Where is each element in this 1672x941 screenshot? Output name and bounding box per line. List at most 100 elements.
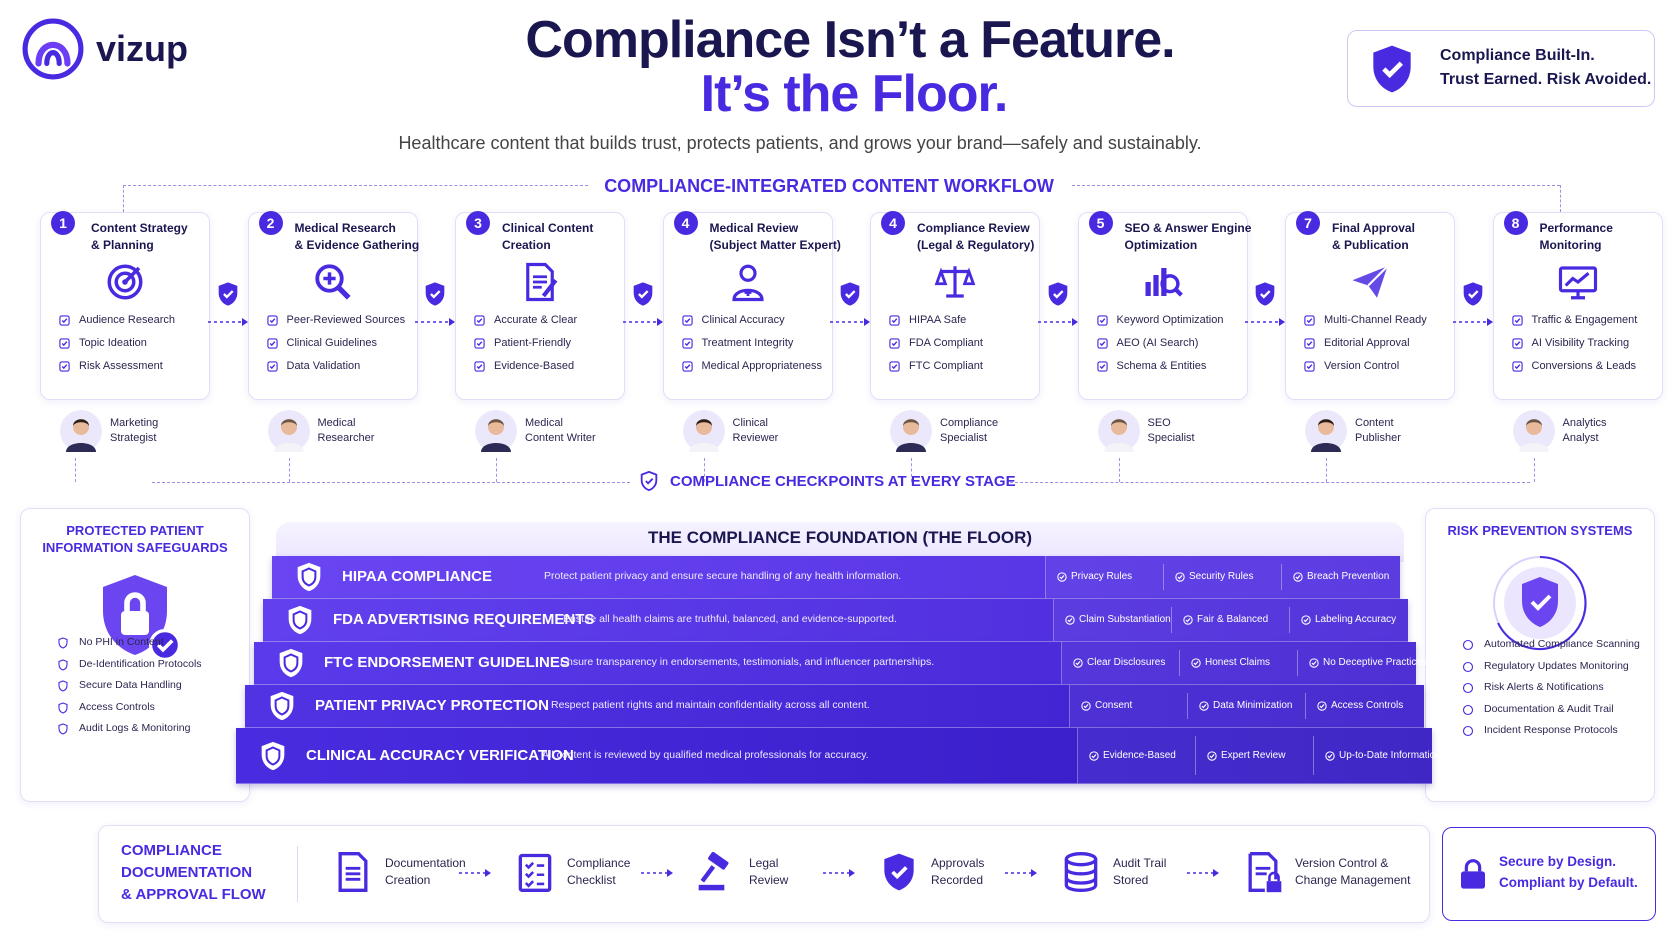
- arrow: [1245, 318, 1286, 326]
- step-icon: [934, 266, 976, 298]
- icon-part: [481, 443, 511, 452]
- role-name: Analytics: [1562, 417, 1607, 429]
- icon-part: [1319, 703, 1325, 709]
- item-icon: [1462, 639, 1474, 651]
- icon-part: [1099, 318, 1105, 324]
- arrow: [641, 869, 673, 877]
- step-title: Clinical Content: [502, 221, 594, 235]
- risk-item: Incident Response Protocols: [1484, 724, 1618, 736]
- icon-part: [1255, 866, 1271, 876]
- step-title: Creation: [502, 238, 551, 252]
- icon-part: [485, 869, 491, 877]
- icon-part: [1201, 703, 1207, 709]
- row-name: FDA ADVERTISING REQUIREMENTS: [333, 611, 595, 628]
- check-circle: [1081, 701, 1091, 711]
- icon-part: [59, 338, 70, 349]
- icon-part: [66, 443, 96, 452]
- check-circle: [1089, 750, 1099, 761]
- icon-part: [1462, 639, 1474, 651]
- icon-part: [1511, 338, 1523, 349]
- icon-part: [73, 419, 89, 426]
- step-number: 1: [51, 211, 75, 235]
- dotted-line: [1072, 185, 1560, 186]
- check-icon: [59, 315, 70, 326]
- role-name: Reviewer: [732, 432, 779, 444]
- icon-part: [1301, 615, 1311, 625]
- icon-part: [637, 290, 649, 299]
- icon-part: [1071, 318, 1078, 326]
- icon-part: [35, 41, 71, 67]
- row-check: Labeling Accuracy: [1315, 614, 1397, 625]
- icon-part: [335, 285, 351, 300]
- divider: [1179, 650, 1180, 676]
- item-icon: [58, 701, 68, 714]
- flow-step: Checklist: [567, 873, 616, 887]
- check-icon: [1096, 338, 1108, 349]
- step-item: Patient-Friendly: [494, 337, 572, 349]
- arrow: [1005, 869, 1037, 877]
- icon-part: [1048, 282, 1068, 306]
- row-shield: [270, 691, 294, 721]
- icon-part: [889, 361, 900, 372]
- check-circle: [1199, 701, 1209, 711]
- check-icon: [889, 315, 900, 326]
- icon-part: [1295, 574, 1301, 580]
- step-title: Performance: [1539, 221, 1613, 235]
- item-icon: [1462, 704, 1474, 715]
- badge-line: Trust Earned. Risk Avoided.: [1440, 71, 1652, 88]
- role-name: Content Writer: [525, 432, 596, 444]
- avatar: [1512, 410, 1555, 452]
- icon-part: [1311, 443, 1341, 452]
- avatar: [1097, 410, 1140, 452]
- icon-part: [1511, 315, 1523, 326]
- icon-part: [58, 723, 68, 735]
- icon-part: [1293, 572, 1303, 582]
- icon-part: [1463, 282, 1483, 306]
- workflow-card: 8 Performance Monitoring Traffic & Engageme…: [1492, 211, 1663, 400]
- icon-part: [884, 853, 914, 891]
- icon-part: [107, 264, 143, 300]
- flow-step: Documentation: [385, 856, 466, 870]
- dotted-line: [123, 185, 588, 186]
- icon-part: [1059, 574, 1065, 580]
- item-icon: [1462, 661, 1474, 672]
- icon-part: [476, 364, 483, 370]
- safeguard-item: Access Controls: [79, 700, 155, 713]
- badge-line: Compliance Built-In.: [1440, 47, 1595, 64]
- check-icon: [474, 315, 485, 326]
- icon-part: [73, 419, 89, 435]
- row-description: All content is reviewed by qualified med…: [542, 748, 869, 761]
- icon-part: [896, 443, 926, 452]
- role-name: Researcher: [317, 432, 375, 444]
- step-item: Clinical Guidelines: [286, 337, 378, 349]
- icon-part: [845, 290, 856, 299]
- row-shield: [288, 605, 312, 635]
- icon-part: [474, 338, 485, 349]
- closing-line: Compliant by Default.: [1499, 875, 1638, 890]
- icon-part: [297, 562, 321, 592]
- dotted-line: [911, 458, 912, 482]
- check-icon: [59, 361, 70, 372]
- icon-part: [241, 318, 248, 326]
- icon-part: [1525, 419, 1542, 426]
- icon-part: [891, 364, 898, 370]
- icon-part: [1514, 341, 1520, 347]
- check-icon: [1304, 361, 1315, 372]
- risk-item: Risk Alerts & Notifications: [1484, 681, 1604, 693]
- arrow: [415, 318, 456, 326]
- icon-part: [61, 318, 68, 324]
- icon-part: [1159, 274, 1180, 294]
- brand: vizup: [96, 28, 189, 69]
- badge: Compliance Built-In. Trust Earned. Risk A…: [1347, 30, 1655, 107]
- check-icon: [1096, 361, 1108, 372]
- step-number: 7: [1296, 211, 1320, 235]
- icon-part: [1518, 443, 1549, 452]
- foundation-row: FTC ENDORSEMENT GUIDELINES Ensure transpa…: [254, 642, 1427, 685]
- safeguard-item: Audit Logs & Monitoring: [79, 722, 191, 734]
- icon-part: [1207, 750, 1217, 761]
- icon-part: [1075, 660, 1081, 666]
- row-check: Evidence-Based: [1103, 749, 1176, 761]
- icon-part: [1514, 318, 1520, 324]
- step-icon: [1352, 265, 1389, 298]
- role-name: SEO: [1147, 417, 1171, 429]
